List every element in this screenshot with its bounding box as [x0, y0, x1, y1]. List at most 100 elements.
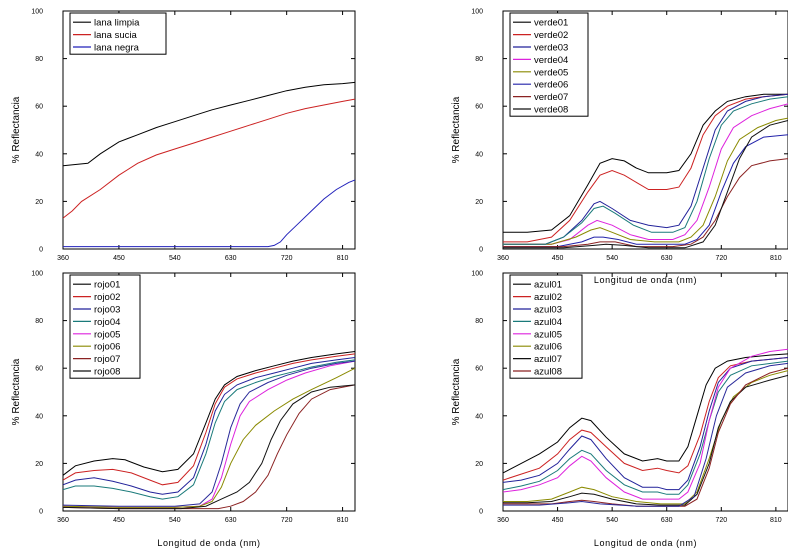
x-axis-label: Longitud de onda (nm): [594, 275, 697, 285]
legend-label: rojo05: [94, 329, 120, 340]
x-tick-label: 450: [552, 255, 564, 262]
legend-label: lana negra: [94, 43, 140, 54]
plot-frame: [62, 272, 356, 512]
chart-panel-azul: 0 20 40 60 80 100 360 450 540 630 720 810 % Reflecta…: [451, 271, 788, 548]
y-axis-label: % Reflectancia: [451, 358, 462, 425]
series-line-rojo01: [63, 351, 355, 476]
series-line-azul02: [503, 357, 788, 481]
legend-label: verde08: [534, 105, 568, 116]
series-line-rojo03: [63, 357, 355, 495]
y-tick-label: 100: [471, 271, 483, 278]
x-tick-label: 540: [606, 517, 618, 524]
y-tick-label: 40: [475, 151, 483, 158]
x-tick-label: 810: [337, 517, 349, 524]
y-tick-label: 0: [479, 247, 483, 254]
series-line-azul07: [503, 374, 788, 506]
legend: rojo01rojo02rojo03rojo04rojo05rojo06rojo…: [69, 274, 141, 379]
series-line-rojo04: [63, 359, 355, 500]
legend-label: azul01: [534, 280, 562, 291]
x-tick-label: 630: [661, 255, 673, 262]
legend-label: azul03: [534, 305, 562, 316]
series-line-lana sucia: [63, 98, 355, 219]
x-tick-label: 630: [225, 517, 237, 524]
legend-label: verde06: [534, 80, 568, 91]
legend-label: rojo01: [94, 280, 120, 291]
legend-label: azul07: [534, 354, 562, 365]
y-tick-label: 80: [35, 318, 43, 325]
x-tick-label: 810: [770, 255, 782, 262]
chart-panel-rojo: 0 20 40 60 80 100 360 450 540 630 720 810 % Reflecta…: [11, 271, 356, 548]
x-tick-label: 720: [281, 517, 293, 524]
series-line-verde06: [503, 134, 788, 248]
y-tick-label: 20: [475, 199, 483, 206]
series-line-azul05: [503, 348, 788, 500]
x-tick-label: 720: [715, 517, 727, 524]
y-tick-label: 0: [479, 509, 483, 516]
x-tick-label: 450: [113, 517, 125, 524]
legend-label: verde04: [534, 55, 568, 66]
x-tick-label: 450: [552, 517, 564, 524]
series-group: [63, 351, 355, 510]
series-line-rojo07: [63, 384, 355, 510]
y-tick-label: 0: [39, 247, 43, 254]
series-line-rojo06: [63, 367, 355, 508]
y-tick-label: 60: [475, 104, 483, 111]
y-tick-label: 20: [35, 461, 43, 468]
legend-label: verde05: [534, 67, 568, 78]
legend-label: verde07: [534, 92, 568, 103]
series-line-rojo08: [63, 384, 355, 510]
chart-panel-lana: 0 20 40 60 80 100 360 450 540 630 720 810 % Reflecta…: [11, 9, 356, 262]
legend-label: lana sucia: [94, 30, 137, 41]
y-tick-label: 20: [475, 461, 483, 468]
x-axis-label: Longitud de onda (nm): [594, 538, 697, 548]
y-tick-label: 80: [475, 56, 483, 63]
y-tick-label: 60: [35, 366, 43, 373]
series-line-verde01: [503, 93, 788, 233]
plot-frame: [502, 272, 788, 512]
x-tick-label: 540: [169, 255, 181, 262]
legend-box: [509, 12, 589, 117]
series-line-azul01: [503, 353, 788, 474]
y-tick-label: 40: [475, 413, 483, 420]
plot-frame: [62, 10, 356, 250]
legend-box: [69, 274, 141, 379]
y-tick-label: 100: [471, 9, 483, 16]
series-line-verde08: [503, 120, 788, 249]
x-tick-label: 630: [661, 517, 673, 524]
y-tick-label: 100: [31, 271, 43, 278]
series-line-verde09: [503, 96, 788, 245]
chart-panel-verde: 0 20 40 60 80 100 360 450 540 630 720 810 % Reflecta…: [451, 9, 788, 285]
y-tick-label: 80: [475, 318, 483, 325]
x-tick-label: 360: [57, 517, 69, 524]
legend-label: verde03: [534, 43, 568, 54]
x-tick-label: 360: [57, 255, 69, 262]
y-tick-label: 60: [35, 104, 43, 111]
series-line-lana negra: [63, 179, 355, 248]
x-tick-label: 810: [337, 255, 349, 262]
series-line-azul03: [503, 357, 788, 491]
y-tick-label: 40: [35, 413, 43, 420]
legend-label: verde01: [534, 18, 568, 29]
legend-label: rojo08: [94, 367, 120, 378]
x-tick-label: 630: [225, 255, 237, 262]
y-tick-label: 40: [35, 151, 43, 158]
y-axis-label: % Reflectancia: [451, 96, 462, 163]
series-line-azul04: [503, 360, 788, 495]
series-line-verde05: [503, 117, 788, 245]
series-line-verde02: [503, 93, 788, 243]
series-line-lana limpia: [63, 81, 355, 167]
x-axis-label: Longitud de onda (nm): [157, 538, 260, 548]
legend-label: azul04: [534, 317, 562, 328]
legend-label: azul08: [534, 367, 562, 378]
legend-label: lana limpia: [94, 18, 140, 29]
y-tick-label: 80: [35, 56, 43, 63]
legend-box: [509, 274, 583, 379]
x-tick-label: 360: [497, 255, 509, 262]
legend: azul01azul02azul03azul04azul05azul06azul…: [509, 274, 583, 379]
y-axis-label: % Reflectancia: [11, 96, 22, 163]
y-tick-label: 60: [475, 366, 483, 373]
legend-label: rojo02: [94, 292, 120, 303]
x-tick-label: 720: [715, 255, 727, 262]
